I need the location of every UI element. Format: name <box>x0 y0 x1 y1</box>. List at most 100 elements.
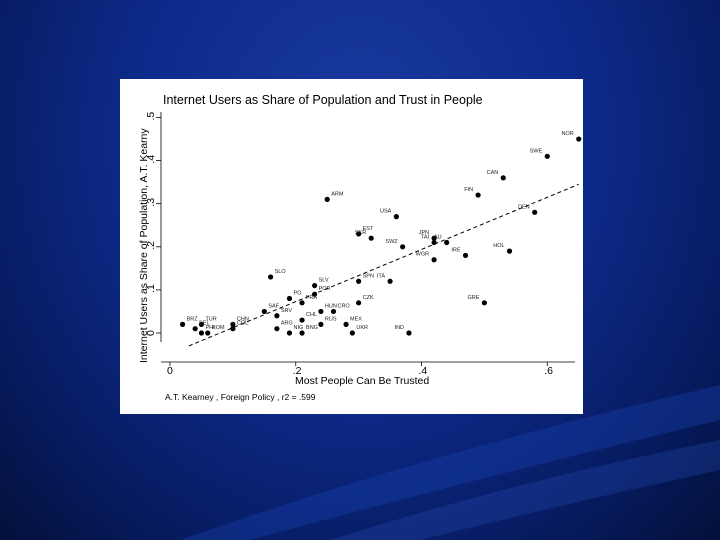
point-label: HUN <box>325 303 337 309</box>
data-point <box>268 274 274 280</box>
y-tick-label: .1 <box>145 284 157 293</box>
point-label: PHI <box>205 325 215 331</box>
point-label: IRE <box>451 247 461 253</box>
point-label: BRZ <box>187 316 199 322</box>
data-point <box>299 300 305 306</box>
y-tick-label: .4 <box>145 155 157 164</box>
data-point <box>198 321 205 327</box>
data-point <box>318 321 324 327</box>
point-label: EST <box>363 226 374 232</box>
point-label: CHL <box>306 312 317 318</box>
data-point <box>576 136 582 142</box>
scatter-chart: Internet Users as Share of Population an… <box>138 93 582 402</box>
point-label: PO <box>293 291 302 297</box>
point-label: HOL <box>493 243 504 249</box>
data-point <box>431 235 437 241</box>
data-point <box>179 321 186 327</box>
data-point <box>312 282 318 289</box>
point-label: SKR <box>355 230 366 236</box>
data-point <box>431 239 437 246</box>
data-point <box>481 300 487 306</box>
data-point <box>205 330 211 336</box>
point-label: RUS <box>325 316 337 322</box>
x-tick-label: .6 <box>544 365 553 377</box>
data-point <box>286 295 293 302</box>
data-point <box>387 278 393 284</box>
y-tick-label: 0 <box>145 330 157 336</box>
point-label: NIG <box>293 325 303 331</box>
y-tick-label: .2 <box>145 241 157 250</box>
data-point <box>261 308 267 315</box>
y-tick-label: .5 <box>145 112 157 121</box>
point-label: ARG <box>281 321 293 327</box>
x-tick-label: .4 <box>419 365 428 377</box>
point-label: DEN <box>518 204 530 210</box>
point-label: GRE <box>467 295 479 301</box>
data-point <box>532 209 538 215</box>
data-point <box>312 291 318 297</box>
point-label: TUR <box>205 316 216 322</box>
data-point <box>356 278 362 284</box>
point-label: SWZ <box>385 239 398 245</box>
point-label: BNG <box>306 325 318 331</box>
y-axis-label: Internet Users as Share of Population, A… <box>138 128 150 363</box>
point-label: NOR <box>561 131 573 137</box>
data-point <box>230 321 236 327</box>
data-point <box>230 326 236 332</box>
point-label: TAI <box>421 234 430 240</box>
data-point <box>198 330 205 336</box>
point-label: COL <box>237 321 248 327</box>
point-label: SLO <box>275 269 287 275</box>
data-point <box>400 244 406 250</box>
point-label: JPN <box>419 230 429 236</box>
point-label: ARM <box>331 191 344 197</box>
data-point <box>356 231 362 237</box>
point-label: CHN <box>237 316 249 322</box>
data-point <box>286 330 293 336</box>
point-label: IND <box>394 325 404 331</box>
data-point <box>544 153 550 159</box>
x-ticks: 0 .2 .4 .6 <box>167 362 553 377</box>
data-point <box>393 214 399 220</box>
point-label: BEL <box>199 321 209 327</box>
point-label: ROM <box>212 325 225 331</box>
point-label: ITA <box>377 273 385 279</box>
data-point <box>299 330 305 336</box>
data-point <box>343 321 349 327</box>
data-point <box>356 300 362 306</box>
point-label: SLV <box>319 278 329 284</box>
data-point <box>192 326 198 332</box>
data-point <box>462 252 469 259</box>
point-label: UKR <box>356 325 368 331</box>
chart-panel: Internet Users as Share of Population an… <box>120 79 583 414</box>
data-point <box>324 196 330 202</box>
chart-note: A.T. Kearney , Foreign Policy , r2 = .59… <box>165 392 316 402</box>
data-point <box>349 330 355 336</box>
fit-line <box>188 183 579 347</box>
data-point <box>274 326 280 332</box>
data-point <box>506 248 513 254</box>
data-point <box>318 308 324 315</box>
data-point <box>299 317 305 323</box>
point-label: WGR <box>416 252 429 258</box>
x-tick-label: .2 <box>293 365 302 377</box>
point-label: SPN <box>363 273 374 279</box>
point-label: CZK <box>363 295 374 301</box>
data-point <box>368 235 374 241</box>
point-label: SRV <box>281 308 293 314</box>
data-point <box>274 313 280 319</box>
point-label: POR <box>319 286 331 292</box>
point-label: AU <box>434 234 442 240</box>
chart-title: Internet Users as Share of Population an… <box>163 93 483 107</box>
point-label: CRO <box>337 303 350 309</box>
point-label: CAN <box>487 170 499 176</box>
data-point <box>431 257 437 263</box>
x-tick-label: 0 <box>167 365 173 377</box>
x-axis-label: Most People Can Be Trusted <box>295 375 429 387</box>
y-tick-label: .3 <box>145 198 157 207</box>
data-point <box>444 239 450 246</box>
data-point <box>500 175 506 181</box>
point-label: SWE <box>530 148 543 154</box>
y-ticks: 0 .1 .2 .3 .4 .5 <box>145 112 161 336</box>
